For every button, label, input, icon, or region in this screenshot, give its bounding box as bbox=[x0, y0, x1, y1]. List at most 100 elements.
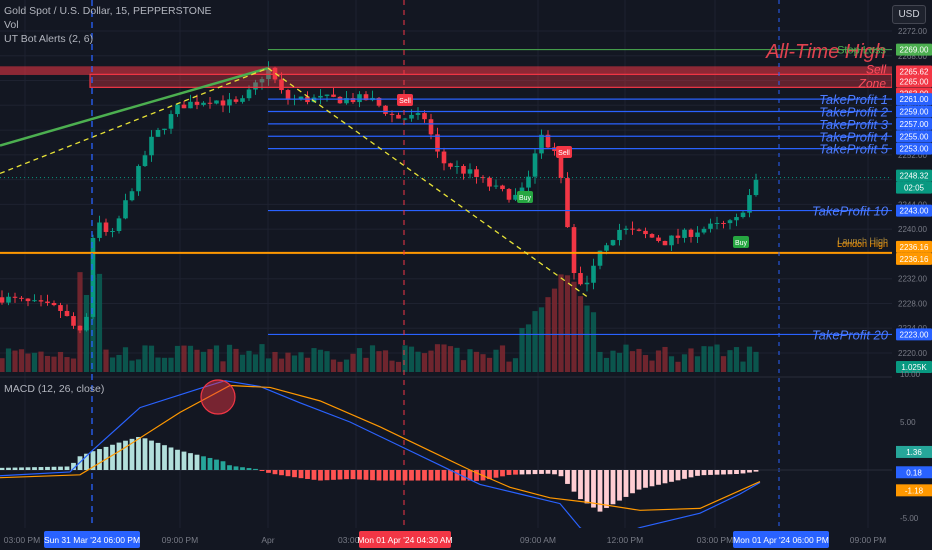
candle bbox=[97, 222, 102, 238]
take-profit-label: TakeProfit 1 bbox=[819, 92, 888, 107]
macd-hist-bar bbox=[350, 470, 356, 480]
currency-button[interactable]: USD bbox=[892, 5, 926, 24]
volume-bar bbox=[467, 349, 473, 372]
candle bbox=[64, 310, 70, 317]
candle bbox=[753, 179, 759, 196]
macd-hist-bar bbox=[259, 470, 265, 471]
macd-hist-bar bbox=[25, 467, 31, 470]
volume-bar bbox=[707, 346, 714, 372]
macd-hist-bar bbox=[623, 470, 629, 497]
macd-hist-bar bbox=[467, 470, 473, 481]
price-badge bbox=[896, 117, 932, 130]
macd-hist-bar bbox=[669, 470, 674, 482]
london-high-label: London High bbox=[837, 239, 888, 249]
volume-bar bbox=[155, 357, 161, 372]
candle bbox=[84, 316, 89, 331]
volume-bar bbox=[187, 345, 194, 372]
candle bbox=[246, 89, 252, 99]
macd-hist-bar bbox=[84, 453, 89, 470]
indicator-label[interactable]: UT Bot Alerts (2, 6) bbox=[4, 33, 94, 45]
volume-bar bbox=[564, 275, 571, 372]
macd-hist-bar bbox=[6, 467, 11, 470]
symbol-title[interactable]: Gold Spot / U.S. Dollar, 15, PEPPERSTONE bbox=[4, 5, 212, 17]
macd-hist-bar bbox=[285, 470, 291, 477]
price-badge bbox=[896, 65, 932, 78]
candle bbox=[149, 136, 154, 156]
volume-bar bbox=[421, 353, 428, 372]
macd-hist-bar bbox=[545, 470, 551, 474]
volume-bar bbox=[356, 348, 363, 372]
volume-bar bbox=[272, 351, 278, 372]
candle bbox=[363, 94, 369, 101]
volume-bar bbox=[389, 360, 395, 372]
take-profit-label: TakeProfit 4 bbox=[819, 129, 888, 144]
volume-bar bbox=[103, 349, 109, 372]
macd-hist-bar bbox=[58, 466, 63, 470]
volume-bar bbox=[714, 344, 720, 372]
macd-label[interactable]: MACD (12, 26, close) bbox=[4, 383, 105, 395]
price-badge bbox=[896, 93, 932, 106]
volume-bar bbox=[278, 358, 285, 372]
candle bbox=[318, 95, 323, 98]
candle bbox=[279, 79, 284, 91]
macd-hist-bar bbox=[19, 467, 24, 470]
macd-hist-bar bbox=[51, 466, 57, 470]
candle bbox=[636, 229, 642, 231]
macd-hist-bar bbox=[64, 466, 70, 470]
volume-bar bbox=[668, 356, 675, 372]
price-badge-text: 2236.16 bbox=[900, 255, 929, 264]
macd-hist-bar bbox=[246, 468, 252, 470]
volume-bar bbox=[720, 356, 727, 372]
price-badge bbox=[896, 181, 932, 194]
volume-bar bbox=[519, 328, 525, 372]
volume-bar bbox=[194, 349, 200, 372]
volume-bar bbox=[369, 345, 376, 372]
price-badge-text: 2236.16 bbox=[900, 243, 929, 252]
candle bbox=[19, 297, 24, 299]
volume-bars bbox=[0, 272, 759, 372]
macd-hist-bar bbox=[610, 470, 616, 505]
candle bbox=[71, 316, 76, 326]
macd-hist-bar bbox=[155, 442, 161, 470]
volume-bar bbox=[740, 361, 746, 372]
macd-hist-bar bbox=[532, 470, 538, 475]
candle bbox=[487, 177, 492, 187]
candle bbox=[695, 232, 700, 237]
volume-bar bbox=[616, 352, 623, 372]
volume-bar bbox=[629, 351, 636, 372]
macd-hist-bar bbox=[389, 470, 395, 481]
candle bbox=[162, 128, 167, 130]
take-profit-label: TakeProfit 3 bbox=[819, 117, 889, 132]
volume-bar bbox=[512, 358, 519, 372]
volume-bar bbox=[96, 273, 103, 372]
candle bbox=[578, 273, 583, 285]
volume-bar bbox=[148, 345, 155, 372]
macd-hist-bar bbox=[487, 470, 492, 480]
volume-label[interactable]: Vol bbox=[4, 19, 19, 31]
candle bbox=[415, 113, 421, 115]
candle bbox=[155, 129, 161, 137]
macd-hist-bar bbox=[116, 442, 122, 470]
time-tick: 03:00 AM bbox=[338, 535, 374, 545]
macd-hist-bar bbox=[253, 468, 258, 470]
candle bbox=[467, 169, 473, 174]
macd-hist-bar bbox=[630, 470, 635, 494]
macd-hist-bar bbox=[448, 470, 453, 481]
volume-bar bbox=[200, 351, 207, 372]
macd-hist-bar bbox=[214, 459, 219, 470]
candle bbox=[285, 90, 291, 100]
macd-hist-bar bbox=[123, 440, 128, 470]
macd-hist-bar bbox=[441, 470, 447, 481]
price-badge-text: 2265.62 bbox=[900, 68, 929, 77]
volume-bar bbox=[441, 344, 447, 372]
candle bbox=[409, 114, 414, 119]
candle bbox=[6, 296, 11, 303]
volume-bar bbox=[304, 357, 311, 372]
candle bbox=[220, 100, 226, 106]
buy-signal-text: Buy bbox=[735, 240, 748, 247]
volume-bar bbox=[499, 345, 506, 372]
